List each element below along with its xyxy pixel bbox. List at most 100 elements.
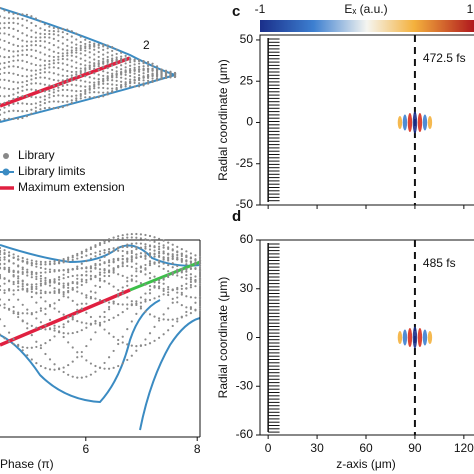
library-point — [80, 329, 83, 332]
library-point — [153, 240, 156, 243]
library-point — [124, 83, 127, 86]
library-point — [53, 270, 56, 273]
library-point — [21, 256, 24, 260]
library-point — [57, 330, 61, 334]
library-point — [26, 312, 29, 315]
library-point — [12, 35, 15, 38]
library-point — [85, 254, 88, 257]
library-point — [44, 267, 47, 270]
library-point — [126, 343, 129, 346]
library-point — [189, 252, 193, 255]
library-point — [62, 370, 65, 374]
library-point — [30, 358, 33, 361]
library-point — [121, 274, 124, 278]
library-point — [52, 84, 55, 87]
library-point — [111, 61, 114, 64]
library-limit — [139, 317, 201, 431]
library-point — [17, 255, 20, 258]
library-point — [120, 73, 123, 76]
library-point — [21, 303, 24, 306]
library-point — [75, 61, 78, 64]
library-point — [61, 48, 64, 51]
library-point — [124, 85, 127, 88]
library-point — [126, 358, 129, 362]
library-point — [198, 308, 202, 311]
library-point — [39, 44, 42, 47]
library-point — [88, 56, 91, 59]
library-point — [67, 296, 70, 299]
library-point — [70, 95, 73, 98]
library-point — [89, 267, 93, 270]
library-point — [153, 339, 156, 342]
library-point — [135, 275, 138, 278]
library-point — [176, 317, 179, 320]
library-point — [139, 237, 143, 240]
library-point — [21, 85, 24, 88]
library-point — [167, 270, 170, 273]
library-point — [107, 308, 111, 311]
library-point — [39, 307, 43, 310]
library-point — [44, 279, 47, 282]
library-point — [155, 75, 159, 78]
library-point — [12, 262, 15, 265]
library-point — [44, 313, 47, 316]
library-point — [157, 254, 161, 257]
library-point — [124, 71, 127, 74]
library-point — [130, 256, 133, 259]
library-point — [44, 367, 47, 370]
library-point — [71, 256, 74, 259]
library-point — [97, 44, 100, 47]
library-point — [76, 257, 79, 260]
library-point — [142, 60, 145, 63]
library-point — [144, 238, 147, 241]
panel-letter: c — [232, 3, 240, 20]
library-point — [94, 322, 97, 325]
library-point — [66, 95, 69, 98]
library-point — [148, 239, 152, 242]
library-point — [151, 67, 154, 71]
library-point — [57, 51, 60, 55]
library-point — [7, 17, 11, 20]
library-point — [198, 297, 202, 300]
library-point — [62, 286, 65, 289]
library-point — [88, 61, 91, 64]
plot-frame — [259, 34, 474, 206]
library-point — [124, 73, 127, 76]
library-point — [35, 285, 38, 288]
library-point — [162, 318, 165, 321]
library-point — [7, 266, 11, 270]
library-point — [189, 307, 193, 310]
library-point — [107, 259, 111, 262]
library-point — [12, 280, 15, 284]
x-tick-label: 120 — [454, 441, 474, 455]
library-point — [79, 89, 82, 93]
library-point — [30, 78, 33, 81]
library-point — [157, 242, 161, 245]
library-point — [135, 246, 138, 249]
library-point — [7, 87, 11, 91]
library-point — [61, 27, 64, 31]
library-point — [94, 370, 97, 373]
y-tick-label: -60 — [236, 427, 254, 441]
library-point — [89, 247, 93, 251]
library-point — [57, 89, 60, 92]
library-point — [94, 284, 97, 287]
library-point — [157, 295, 161, 298]
library-point — [3, 9, 6, 12]
library-point — [30, 88, 33, 91]
library-point — [35, 301, 38, 304]
library-point — [121, 265, 124, 268]
library-point — [102, 80, 105, 83]
library-point — [7, 49, 11, 52]
library-point — [84, 96, 87, 99]
library-point — [21, 288, 24, 291]
library-point — [7, 110, 11, 113]
library-point — [115, 75, 118, 79]
library-point — [12, 256, 15, 259]
library-point — [34, 63, 37, 67]
library-point — [124, 59, 127, 62]
library-point — [107, 301, 111, 304]
library-point — [25, 115, 29, 118]
library-point — [135, 236, 138, 239]
library-point — [98, 250, 102, 253]
